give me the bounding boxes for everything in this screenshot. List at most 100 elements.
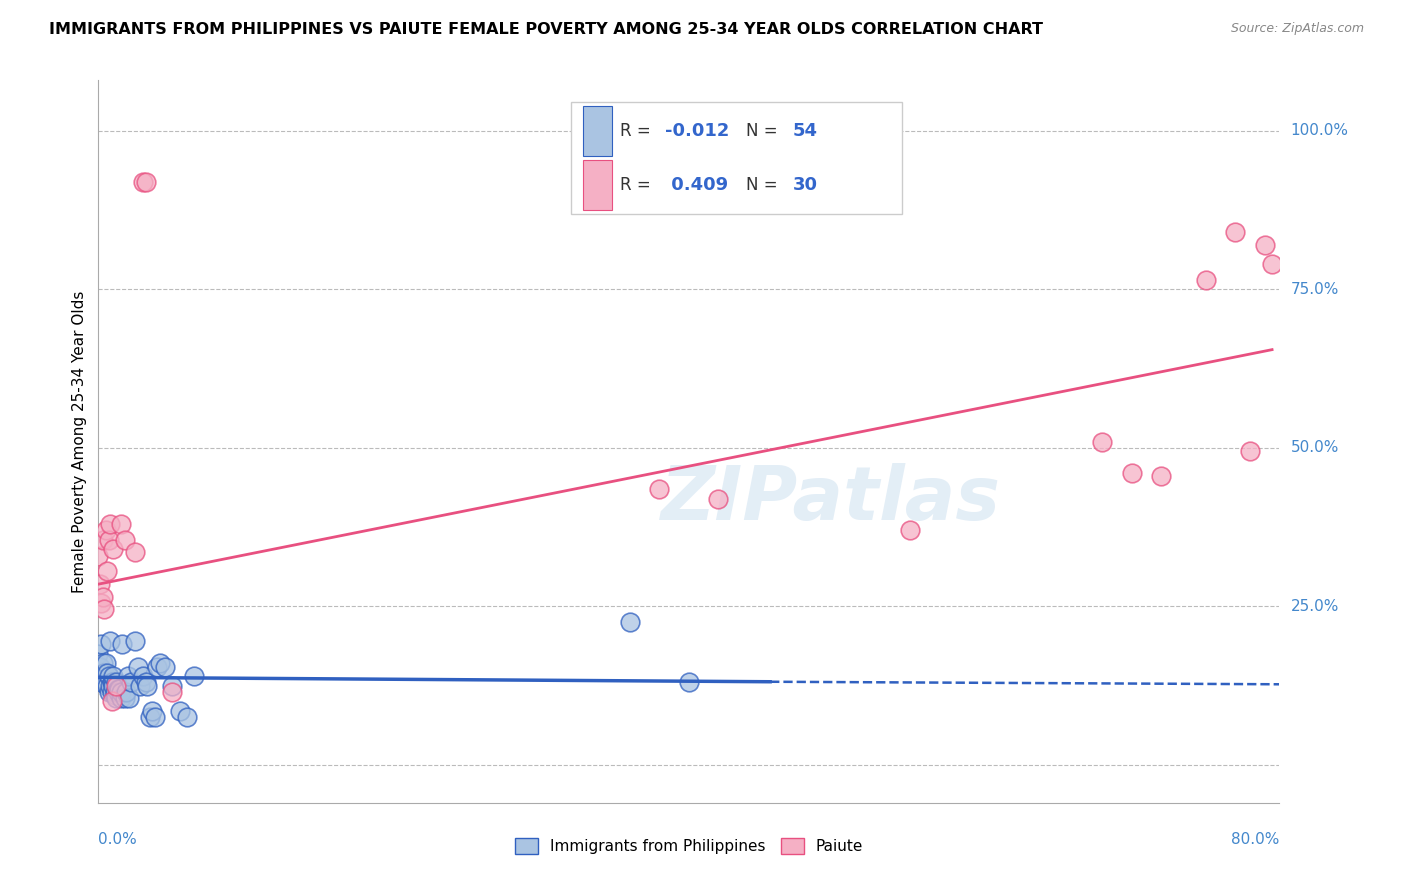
FancyBboxPatch shape — [582, 160, 612, 211]
Point — [1261, 257, 1284, 271]
Text: Source: ZipAtlas.com: Source: ZipAtlas.com — [1230, 22, 1364, 36]
Point — [89, 577, 111, 591]
Point — [91, 657, 114, 671]
Point — [1225, 226, 1247, 240]
Point — [117, 669, 139, 683]
Text: 50.0%: 50.0% — [1291, 441, 1339, 456]
Point — [135, 675, 157, 690]
Point — [162, 679, 183, 693]
Point — [91, 590, 114, 604]
Text: N =: N = — [745, 122, 783, 140]
Point — [103, 542, 125, 557]
Point — [100, 694, 122, 708]
Point — [96, 565, 118, 579]
Text: 54: 54 — [793, 122, 818, 140]
Point — [87, 549, 110, 563]
Point — [110, 691, 132, 706]
Y-axis label: Female Poverty Among 25-34 Year Olds: Female Poverty Among 25-34 Year Olds — [72, 291, 87, 592]
Text: R =: R = — [620, 122, 657, 140]
Point — [103, 675, 125, 690]
Point — [90, 637, 112, 651]
Point — [120, 675, 142, 690]
Point — [97, 533, 120, 547]
Point — [1150, 469, 1173, 483]
Point — [104, 688, 127, 702]
Point — [1091, 434, 1114, 449]
FancyBboxPatch shape — [571, 102, 901, 214]
Point — [93, 665, 115, 680]
Point — [89, 659, 111, 673]
Point — [136, 679, 159, 693]
Point — [118, 691, 141, 706]
Point — [1254, 238, 1277, 252]
Point — [707, 491, 730, 506]
Text: 0.409: 0.409 — [665, 176, 728, 194]
Point — [90, 675, 112, 690]
Text: 75.0%: 75.0% — [1291, 282, 1339, 297]
Point — [114, 533, 136, 547]
Point — [94, 523, 117, 537]
Point — [115, 685, 138, 699]
Point — [110, 516, 132, 531]
Point — [100, 685, 122, 699]
Point — [98, 679, 121, 693]
Point — [648, 482, 671, 496]
Point — [128, 679, 150, 693]
Point — [98, 634, 121, 648]
Point — [96, 679, 118, 693]
Point — [105, 679, 128, 693]
Point — [132, 175, 155, 189]
Point — [94, 675, 117, 690]
Point — [114, 691, 136, 706]
Point — [183, 669, 205, 683]
Text: 30: 30 — [793, 176, 818, 194]
Point — [124, 634, 146, 648]
Point — [103, 669, 125, 683]
Point — [94, 657, 117, 671]
Point — [96, 665, 118, 680]
Text: 80.0%: 80.0% — [1232, 831, 1279, 847]
Text: ZIPatlas: ZIPatlas — [661, 463, 1001, 536]
Point — [111, 637, 134, 651]
Point — [1121, 467, 1143, 481]
Point — [97, 669, 120, 683]
Point — [97, 685, 120, 699]
Point — [105, 675, 128, 690]
Point — [93, 602, 115, 616]
Point — [678, 675, 700, 690]
Point — [100, 675, 122, 690]
Point — [153, 659, 176, 673]
Point — [108, 681, 131, 696]
Point — [107, 685, 129, 699]
Point — [91, 533, 114, 547]
Point — [90, 596, 112, 610]
Point — [104, 685, 127, 699]
Text: -0.012: -0.012 — [665, 122, 730, 140]
Point — [135, 175, 157, 189]
FancyBboxPatch shape — [582, 105, 612, 156]
Point — [93, 665, 115, 680]
Point — [169, 704, 191, 718]
Text: IMMIGRANTS FROM PHILIPPINES VS PAIUTE FEMALE POVERTY AMONG 25-34 YEAR OLDS CORRE: IMMIGRANTS FROM PHILIPPINES VS PAIUTE FE… — [49, 22, 1043, 37]
Point — [103, 679, 125, 693]
Point — [162, 685, 183, 699]
Point — [146, 659, 169, 673]
Point — [176, 710, 198, 724]
Point — [143, 710, 166, 724]
Point — [1195, 273, 1218, 287]
Point — [105, 691, 128, 706]
Point — [91, 672, 114, 686]
Point — [619, 615, 641, 630]
Text: R =: R = — [620, 176, 657, 194]
Point — [110, 685, 132, 699]
Point — [127, 659, 149, 673]
Legend: Immigrants from Philippines, Paiute: Immigrants from Philippines, Paiute — [509, 832, 869, 860]
Point — [87, 647, 110, 661]
Point — [1239, 444, 1261, 458]
Point — [132, 669, 155, 683]
Point — [149, 657, 172, 671]
Text: 25.0%: 25.0% — [1291, 599, 1339, 614]
Point — [900, 523, 922, 537]
Text: N =: N = — [745, 176, 783, 194]
Point — [139, 710, 162, 724]
